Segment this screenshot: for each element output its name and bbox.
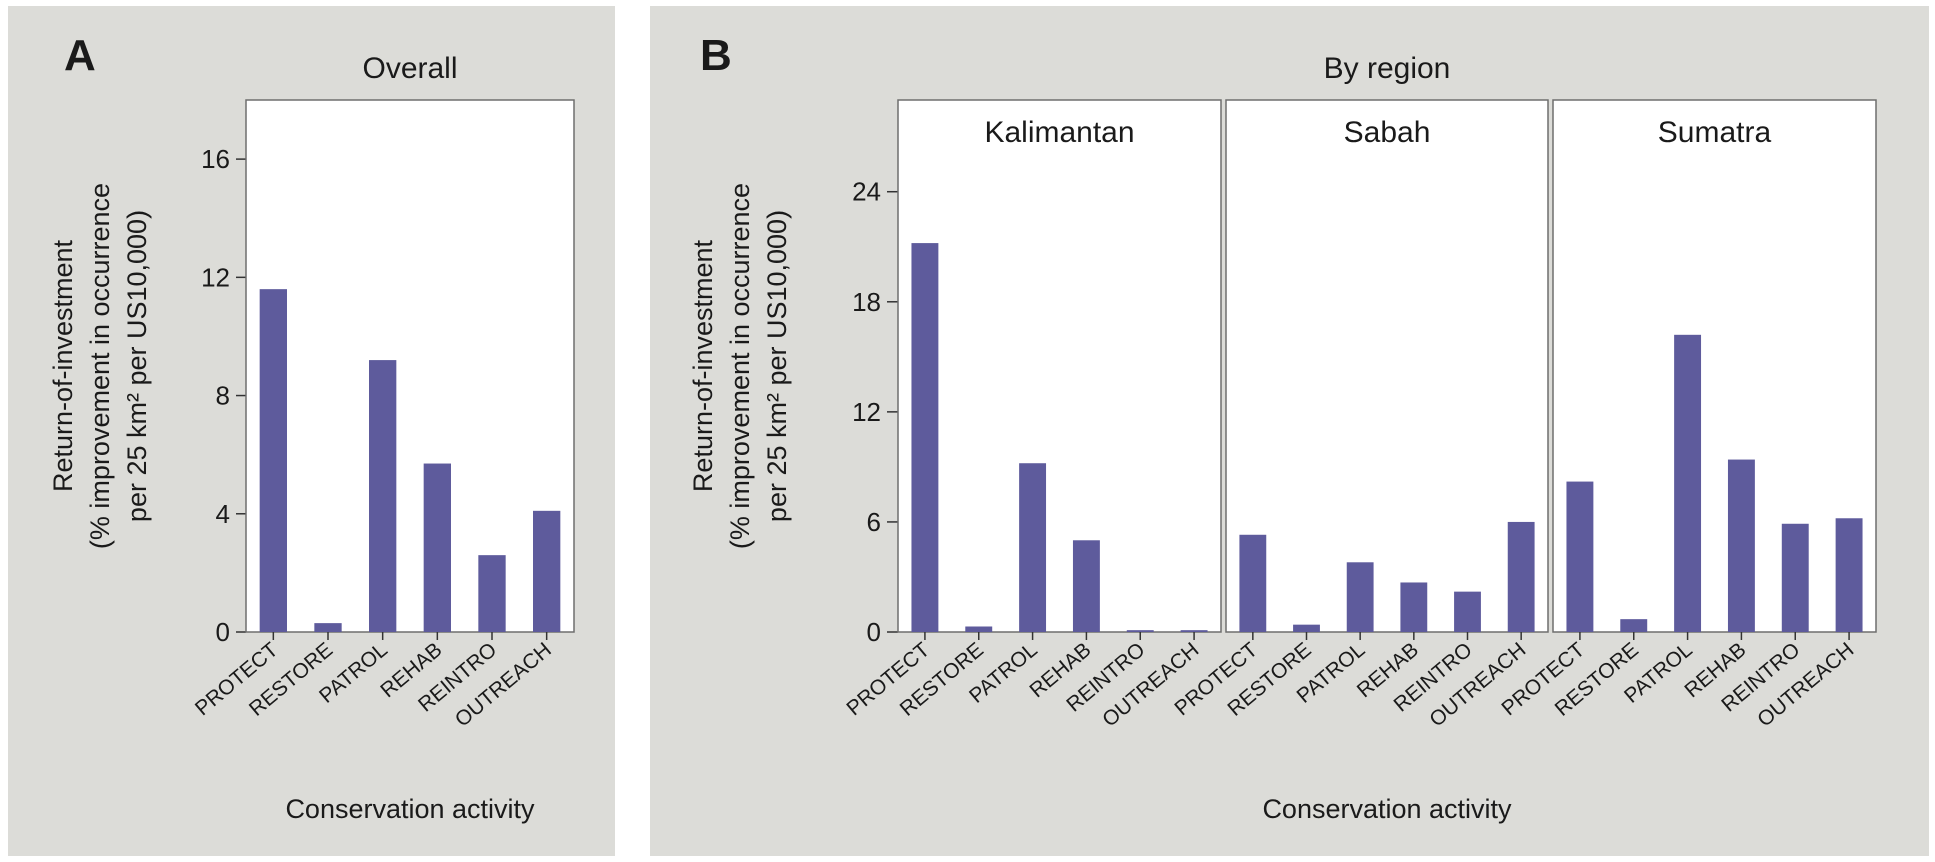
y-axis-title-line: per 25 km² per US10,000)	[762, 210, 792, 522]
bar	[1674, 334, 1702, 632]
bar	[1019, 463, 1047, 632]
y-tick-label: 16	[201, 144, 230, 174]
y-axis-title-line: per 25 km² per US10,000)	[122, 210, 152, 522]
panel-letter: A	[64, 31, 96, 80]
bar	[369, 360, 397, 632]
panel-b: B By region Conservation activity Return-of…	[650, 6, 1929, 856]
bar	[1126, 630, 1154, 632]
bar	[1835, 518, 1863, 632]
y-tick-label: 8	[216, 381, 230, 411]
y-tick-label: 18	[852, 287, 881, 317]
bar	[1454, 591, 1481, 632]
bar	[1072, 540, 1100, 632]
plot-area	[897, 99, 1222, 633]
y-tick-label: 0	[867, 617, 881, 647]
y-axis-title-line: (% improvement in occurrence	[85, 183, 115, 549]
x-axis-title: Conservation activity	[1262, 794, 1512, 824]
panel-a: A Overall Conservation activity Return-of-i…	[8, 6, 615, 856]
bar	[1239, 534, 1267, 632]
bar	[1566, 481, 1594, 632]
plot-area	[1552, 99, 1877, 633]
bar	[314, 623, 342, 632]
y-tick-label: 4	[216, 499, 230, 529]
y-tick-label: 12	[201, 262, 230, 292]
bar	[423, 463, 451, 632]
bar	[533, 510, 561, 632]
y-axis-title-line: Return-of-investment	[688, 239, 718, 492]
panel-title: By region	[1324, 52, 1451, 85]
bar	[1400, 582, 1428, 632]
facet-label: Kalimantan	[984, 116, 1134, 149]
bar	[1727, 459, 1755, 632]
bar	[1293, 624, 1320, 632]
facet-label: Sumatra	[1658, 116, 1772, 149]
plot-area	[245, 99, 575, 633]
bar	[1346, 562, 1374, 632]
y-tick-label: 6	[867, 507, 881, 537]
bar	[259, 289, 287, 632]
bar	[965, 626, 993, 632]
plot-area	[1225, 99, 1549, 633]
bar	[911, 243, 939, 632]
bar	[1507, 521, 1535, 632]
facet-label: Sabah	[1344, 116, 1431, 149]
bar	[478, 555, 506, 632]
y-axis-title-line: (% improvement in occurrence	[725, 183, 755, 549]
bar	[1620, 619, 1648, 632]
bar	[1180, 630, 1208, 632]
y-tick-label: 24	[852, 177, 881, 207]
y-axis-title-line: Return-of-investment	[48, 239, 78, 492]
y-tick-label: 12	[852, 397, 881, 427]
y-tick-label: 0	[216, 617, 230, 647]
bar	[1781, 523, 1809, 632]
panel-title: Overall	[362, 52, 457, 85]
panel-letter: B	[700, 31, 732, 80]
x-axis-title: Conservation activity	[285, 794, 535, 824]
